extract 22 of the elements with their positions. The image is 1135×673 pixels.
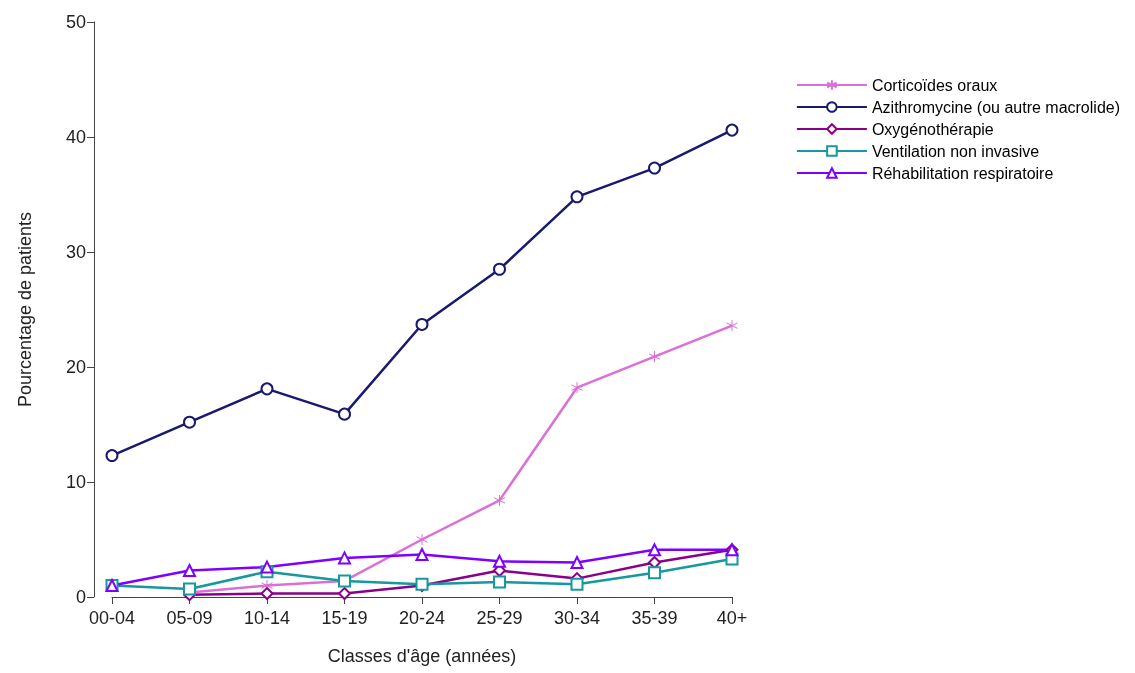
x-tick-label: 15-19 bbox=[321, 608, 368, 628]
y-tick-label: 0 bbox=[75, 587, 86, 607]
x-tick-label: 25-29 bbox=[476, 608, 523, 628]
y-tick-label: 20 bbox=[65, 357, 86, 377]
x-tick-label: 35-39 bbox=[631, 608, 678, 628]
y-tick-label: 10 bbox=[65, 472, 86, 492]
x-tick-label: 20-24 bbox=[398, 608, 446, 628]
y-tick-label: 50 bbox=[65, 12, 86, 32]
x-tick-label: 30-34 bbox=[553, 608, 601, 628]
legend-label: Corticoïdes oraux bbox=[871, 76, 998, 94]
x-tick-label: 40+ bbox=[716, 608, 748, 628]
legend-label: Azithromycine (ou autre macrolide) bbox=[871, 98, 1120, 116]
legend-label: Ventilation non invasive bbox=[871, 142, 1040, 160]
y-tick-label: 40 bbox=[65, 127, 86, 147]
y-tick-label: 30 bbox=[65, 242, 86, 262]
legend-label: Réhabilitation respiratoire bbox=[871, 164, 1054, 182]
y-axis-title: Pourcentage de patients bbox=[15, 211, 35, 408]
legend-label: Oxygénothérapie bbox=[871, 120, 994, 138]
x-tick-label: 10-14 bbox=[243, 608, 291, 628]
x-tick-label: 00-04 bbox=[88, 608, 136, 628]
x-axis-title: Classes d'âge (années) bbox=[327, 646, 517, 666]
x-tick-label: 05-09 bbox=[166, 608, 213, 628]
